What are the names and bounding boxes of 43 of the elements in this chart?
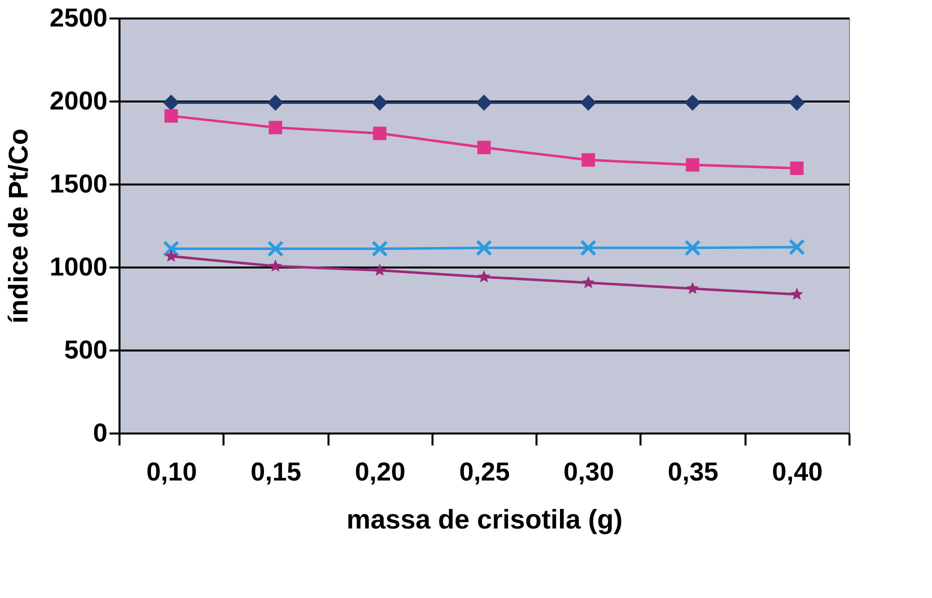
point (476, 240, 492, 256)
x-axis-title: massa de crisotila (g) (346, 504, 623, 534)
point (476, 94, 492, 111)
point (162, 240, 180, 257)
point (790, 162, 804, 175)
x-tick-label: 0,30 (563, 456, 614, 486)
point (373, 126, 386, 140)
y-tick-label: 2500 (50, 2, 108, 32)
y-tick-label: 1500 (50, 168, 108, 198)
point (164, 250, 178, 262)
point (269, 259, 282, 272)
x-tick-label: 0,25 (459, 456, 510, 486)
point (684, 94, 701, 111)
point (477, 140, 491, 154)
x-tick-label: 0,40 (772, 456, 823, 486)
point (372, 94, 388, 111)
x-tick-label: 0,10 (146, 456, 197, 486)
point (163, 94, 180, 111)
point (788, 238, 806, 256)
point (788, 94, 805, 111)
point (267, 240, 284, 257)
x-tick-label: 0,35 (668, 456, 718, 486)
point (164, 109, 178, 123)
y-tick-label: 0 (93, 418, 108, 448)
x-tick-label: 0,15 (250, 456, 302, 486)
point (580, 240, 596, 256)
point (372, 240, 388, 257)
point (268, 120, 282, 134)
y-axis-title: índice de Pt/Co (4, 128, 34, 324)
point (686, 282, 699, 294)
x-tick-label: 0,20 (354, 456, 406, 486)
point (790, 288, 804, 300)
point (582, 153, 595, 167)
y-tick-label: 2000 (50, 86, 108, 116)
point (684, 240, 701, 256)
point (580, 94, 596, 111)
y-tick-label: 500 (64, 334, 108, 364)
point (582, 276, 595, 288)
point (267, 94, 284, 111)
point (373, 264, 386, 276)
y-tick-label: 1000 (50, 252, 108, 282)
point (478, 270, 490, 282)
point (686, 158, 700, 172)
